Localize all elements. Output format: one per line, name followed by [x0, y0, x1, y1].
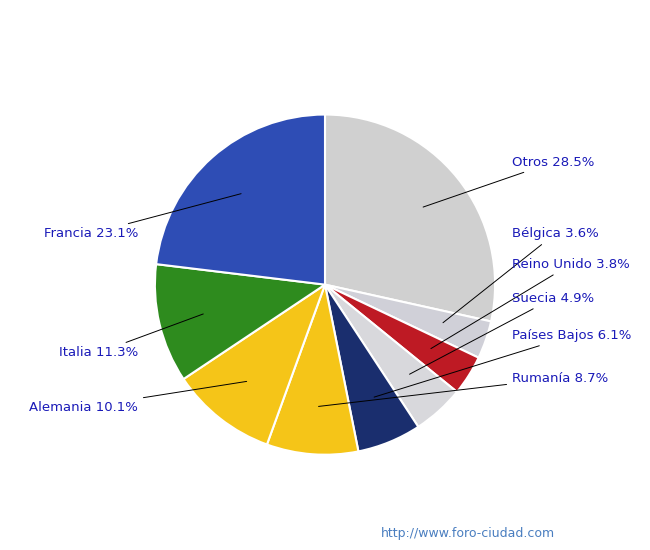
Text: Reino Unido 3.8%: Reino Unido 3.8% — [431, 258, 630, 349]
Text: Italia 11.3%: Italia 11.3% — [58, 314, 203, 359]
Text: Países Bajos 6.1%: Países Bajos 6.1% — [374, 329, 632, 397]
Text: Otros 28.5%: Otros 28.5% — [423, 156, 595, 207]
Wedge shape — [183, 285, 325, 444]
Text: Suecia 4.9%: Suecia 4.9% — [410, 292, 594, 374]
Text: Alemania 10.1%: Alemania 10.1% — [29, 381, 246, 414]
Text: Celrà - Turistas extranjeros según país - Abril de 2024: Celrà - Turistas extranjeros según país … — [91, 18, 559, 37]
Wedge shape — [325, 285, 478, 392]
Wedge shape — [325, 114, 495, 321]
Text: Bélgica 3.6%: Bélgica 3.6% — [443, 227, 599, 323]
Text: Rumanía 8.7%: Rumanía 8.7% — [318, 372, 608, 406]
Wedge shape — [325, 285, 457, 427]
Wedge shape — [156, 114, 325, 285]
Wedge shape — [325, 285, 419, 452]
Wedge shape — [155, 264, 325, 379]
Wedge shape — [325, 285, 491, 358]
Text: Francia 23.1%: Francia 23.1% — [44, 194, 241, 240]
Wedge shape — [267, 285, 358, 455]
Text: http://www.foro-ciudad.com: http://www.foro-ciudad.com — [381, 527, 555, 541]
